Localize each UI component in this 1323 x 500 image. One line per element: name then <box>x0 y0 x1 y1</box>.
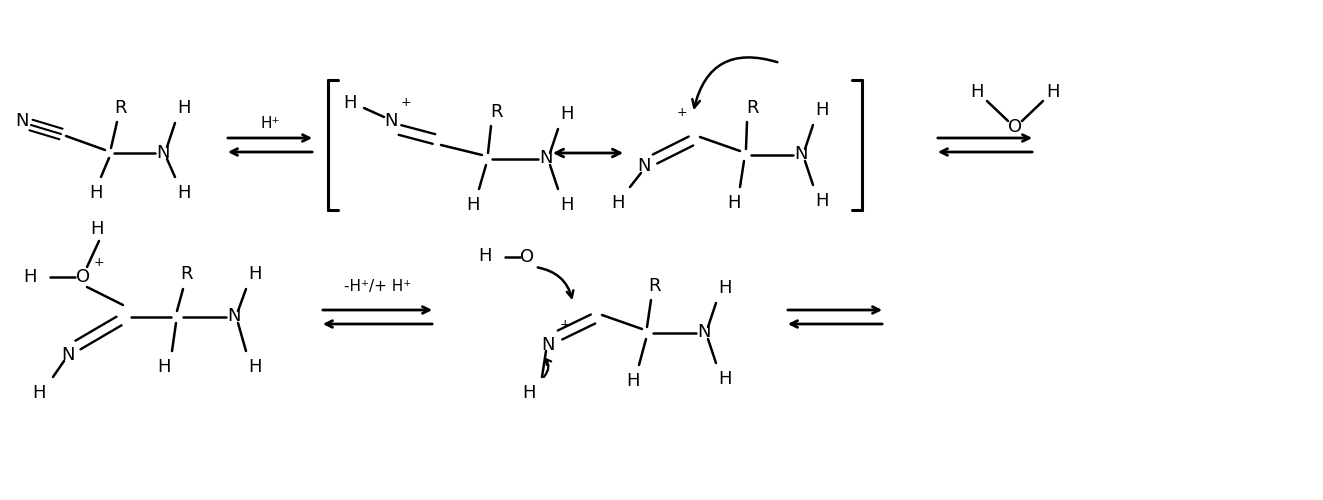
Text: R: R <box>491 103 503 121</box>
Text: H: H <box>523 384 536 402</box>
Text: -H⁺/+ H⁺: -H⁺/+ H⁺ <box>344 280 411 294</box>
Text: H: H <box>1046 83 1060 101</box>
Text: R: R <box>746 99 759 117</box>
Text: H: H <box>478 247 492 265</box>
Text: R: R <box>115 99 127 117</box>
Text: H: H <box>177 184 191 202</box>
Text: N: N <box>794 145 808 163</box>
FancyArrowPatch shape <box>537 268 573 298</box>
Text: +: + <box>94 256 105 268</box>
FancyArrowPatch shape <box>544 359 552 377</box>
Text: O: O <box>520 248 534 266</box>
Text: N: N <box>156 144 169 162</box>
Text: H: H <box>32 384 46 402</box>
Text: N: N <box>540 149 553 167</box>
Text: N: N <box>697 323 710 341</box>
Text: H: H <box>466 196 480 214</box>
Text: H: H <box>718 370 732 388</box>
Text: N: N <box>384 112 398 130</box>
Text: H: H <box>343 94 357 112</box>
Text: H: H <box>718 279 732 297</box>
Text: H: H <box>560 105 574 123</box>
Text: H: H <box>626 372 640 390</box>
Text: O: O <box>75 268 90 286</box>
Text: N: N <box>16 112 29 130</box>
Text: H: H <box>815 101 828 119</box>
Text: R: R <box>648 277 662 295</box>
Text: H⁺: H⁺ <box>261 116 279 130</box>
Text: O: O <box>1008 118 1023 136</box>
Text: +: + <box>676 106 688 120</box>
Text: H: H <box>90 220 103 238</box>
Text: N: N <box>228 307 241 325</box>
Text: H: H <box>249 265 262 283</box>
Text: H: H <box>728 194 741 212</box>
Text: H: H <box>611 194 624 212</box>
Text: N: N <box>541 336 554 354</box>
Text: H: H <box>157 358 171 376</box>
Text: H: H <box>815 192 828 210</box>
Text: H: H <box>177 99 191 117</box>
Text: N: N <box>638 157 651 175</box>
Text: R: R <box>181 265 193 283</box>
FancyArrowPatch shape <box>692 58 778 108</box>
Text: H: H <box>249 358 262 376</box>
Text: H: H <box>560 196 574 214</box>
Text: +: + <box>401 96 411 108</box>
Text: H: H <box>89 184 103 202</box>
Text: N: N <box>61 346 75 364</box>
Text: H: H <box>24 268 37 286</box>
Text: +: + <box>560 318 570 332</box>
Text: H: H <box>970 83 984 101</box>
